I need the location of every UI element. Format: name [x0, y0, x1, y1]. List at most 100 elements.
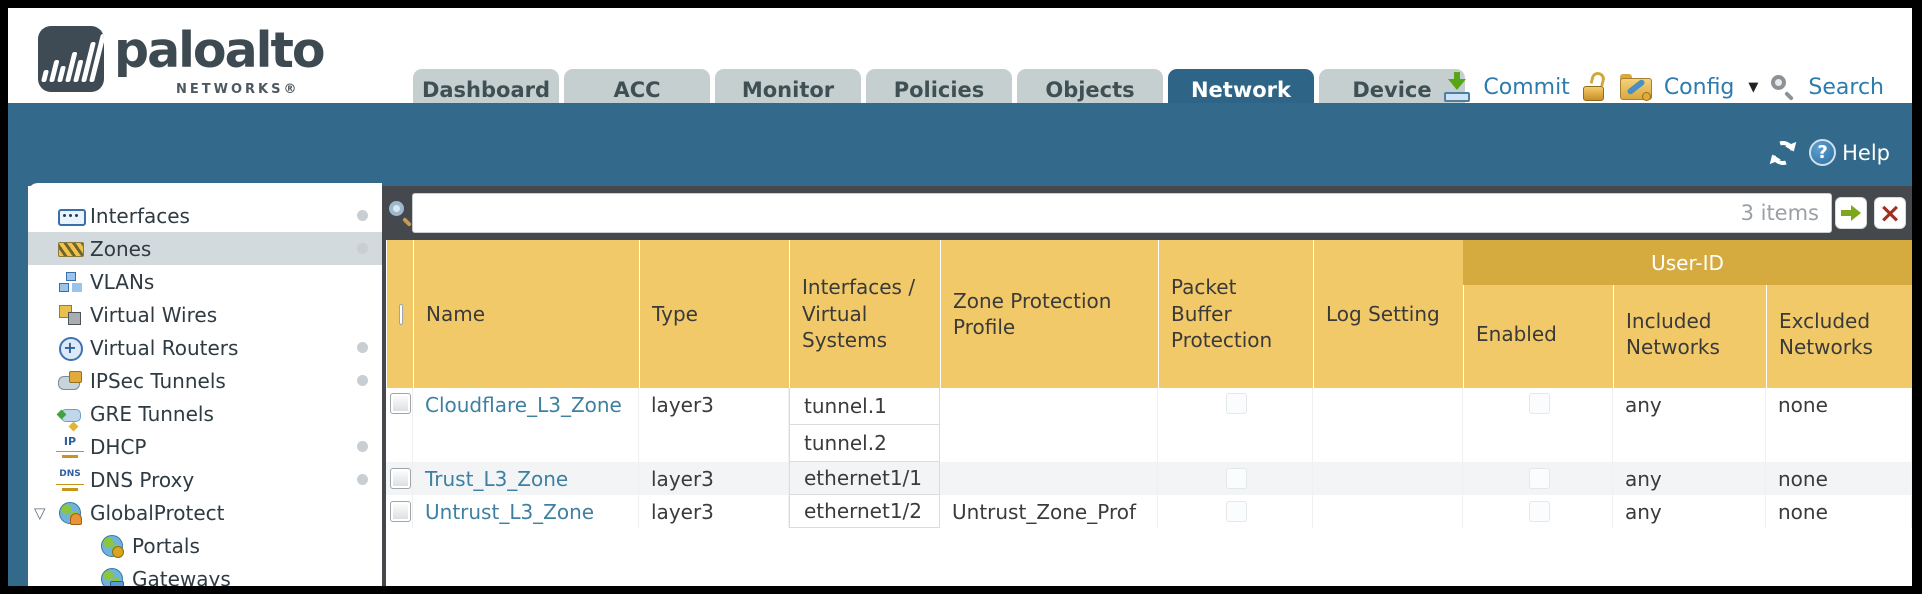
teal-band: ? Help [8, 103, 1912, 186]
sidebar-item-portals[interactable]: Portals [28, 529, 382, 562]
search-icon[interactable] [1770, 74, 1796, 101]
packet-buffer-checkbox[interactable] [1226, 393, 1247, 414]
enabled-checkbox[interactable] [1528, 501, 1550, 522]
search-button[interactable]: Search [1808, 74, 1884, 100]
zones-table: User-ID Name Type Interfaces / Virtual S… [386, 240, 1912, 586]
commit-icon[interactable] [1443, 72, 1471, 102]
logo-waveform [41, 34, 104, 82]
dhcp-icon: IP [58, 435, 82, 459]
row-checkbox[interactable] [390, 393, 411, 414]
left-gutter [8, 186, 28, 586]
log-setting-cell [1313, 388, 1463, 462]
unlock-icon[interactable] [1582, 70, 1608, 102]
enabled-cell [1463, 388, 1613, 462]
network-sidebar: Interfaces Zones VLANs Virtual Wires Vir… [28, 183, 382, 586]
sidebar-item-gateways[interactable]: Gateways [28, 562, 382, 586]
apply-filter-button[interactable] [1835, 197, 1867, 229]
gateways-icon [100, 567, 124, 586]
expander-icon[interactable]: ▽ [34, 503, 46, 522]
filter-input[interactable] [413, 194, 1741, 232]
enabled-cell [1463, 495, 1613, 528]
dns-proxy-icon: DNS [58, 468, 82, 492]
zone-link[interactable]: Untrust_L3_Zone [425, 499, 595, 524]
portals-icon [100, 534, 124, 558]
zone-link[interactable]: Cloudflare_L3_Zone [425, 393, 622, 417]
green-arrow-icon [1841, 205, 1861, 221]
sidebar-item-ipsec-tunnels[interactable]: IPSec Tunnels [28, 364, 382, 397]
sidebar-item-virtual-routers[interactable]: Virtual Routers [28, 331, 382, 364]
help-label: Help [1842, 140, 1890, 165]
zone-link[interactable]: Trust_L3_Zone [425, 466, 569, 491]
excluded-networks-cell: none [1766, 462, 1912, 495]
interface-subcell: tunnel.1 [789, 388, 940, 425]
col-interfaces[interactable]: Interfaces / Virtual Systems [789, 240, 940, 388]
included-networks-cell: any [1613, 462, 1766, 495]
table-row: Untrust_L3_Zone layer3 ethernet1/2 Untru… [386, 495, 1912, 528]
virtual-wires-icon [58, 303, 82, 327]
zone-protection-cell: Untrust_Zone_Prof [940, 495, 1158, 528]
select-all-header [386, 240, 413, 388]
refresh-icon[interactable] [1766, 136, 1800, 169]
row-checkbox[interactable] [390, 468, 411, 489]
vlans-icon [58, 270, 82, 294]
items-count: 3 items [1740, 201, 1819, 225]
select-all-checkbox[interactable] [399, 303, 403, 325]
zone-name-cell: Trust_L3_Zone [413, 462, 639, 495]
col-included-networks[interactable]: Included Networks [1613, 240, 1766, 388]
packet-buffer-checkbox[interactable] [1226, 468, 1247, 489]
globalprotect-icon [58, 501, 82, 525]
col-enabled[interactable]: Enabled [1463, 240, 1613, 388]
virtual-routers-icon [58, 336, 83, 361]
log-setting-cell [1313, 495, 1463, 528]
col-name[interactable]: Name [413, 240, 639, 388]
sidebar-list: Interfaces Zones VLANs Virtual Wires Vir… [28, 183, 382, 586]
table-header: User-ID Name Type Interfaces / Virtual S… [386, 240, 1912, 388]
config-button[interactable]: Config [1663, 74, 1735, 100]
enabled-cell [1463, 462, 1613, 495]
zone-protection-cell [940, 388, 1158, 462]
col-type[interactable]: Type [639, 240, 789, 388]
top-band: paloalto NETWORKS® Dashboard ACC Monitor… [8, 8, 1912, 111]
zone-type-cell: layer3 [639, 495, 789, 528]
status-dot [357, 243, 368, 254]
enabled-checkbox[interactable] [1528, 468, 1550, 489]
clear-filter-button[interactable]: × [1874, 197, 1906, 229]
zone-interfaces-cell: ethernet1/2 [789, 495, 940, 528]
included-networks-cell: any [1613, 388, 1766, 462]
enabled-checkbox[interactable] [1528, 393, 1550, 414]
sidebar-item-globalprotect[interactable]: ▽ GlobalProtect [34, 500, 225, 525]
sidebar-item-dns-proxy[interactable]: DNS DNS Proxy [28, 463, 382, 496]
sidebar-item-zones[interactable]: Zones [28, 232, 382, 265]
help-button[interactable]: ? Help [1809, 139, 1890, 166]
table-row: Cloudflare_L3_Zone layer3 tunnel.1 tunne… [386, 388, 1912, 462]
zone-name-cell: Untrust_L3_Zone [413, 495, 639, 528]
included-networks-cell: any [1613, 495, 1766, 528]
zone-protection-cell [940, 462, 1158, 495]
sidebar-item-interfaces[interactable]: Interfaces [28, 199, 382, 232]
config-dropdown-caret[interactable]: ▼ [1748, 79, 1759, 95]
status-dot [357, 375, 368, 386]
row-checkbox[interactable] [390, 501, 411, 522]
excluded-networks-cell: none [1766, 495, 1912, 528]
col-packet-buffer-protection[interactable]: Packet Buffer Protection [1158, 240, 1313, 388]
zones-icon [58, 237, 84, 261]
col-log-setting[interactable]: Log Setting [1313, 240, 1463, 388]
col-excluded-networks[interactable]: Excluded Networks [1766, 240, 1912, 388]
status-dot [357, 210, 368, 221]
packet-buffer-cell [1158, 495, 1313, 528]
paloalto-logo-icon [38, 26, 104, 92]
sidebar-item-dhcp[interactable]: IP DHCP [28, 430, 382, 463]
brand-subtitle: NETWORKS® [176, 82, 300, 97]
commit-button[interactable]: Commit [1483, 74, 1570, 100]
interface-subcell: ethernet1/2 [789, 495, 940, 528]
sidebar-item-gre-tunnels[interactable]: GRE Tunnels [28, 397, 382, 430]
sidebar-item-vlans[interactable]: VLANs [28, 265, 382, 298]
col-zone-protection-profile[interactable]: Zone Protection Profile [940, 240, 1158, 388]
packet-buffer-checkbox[interactable] [1226, 501, 1247, 522]
log-setting-cell [1313, 462, 1463, 495]
brand-name: paloalto [114, 22, 326, 79]
teal-actions: ? Help [1766, 136, 1890, 169]
interface-subcell: ethernet1/1 [789, 462, 940, 495]
sidebar-item-virtual-wires[interactable]: Virtual Wires [28, 298, 382, 331]
config-icon[interactable] [1619, 73, 1652, 101]
